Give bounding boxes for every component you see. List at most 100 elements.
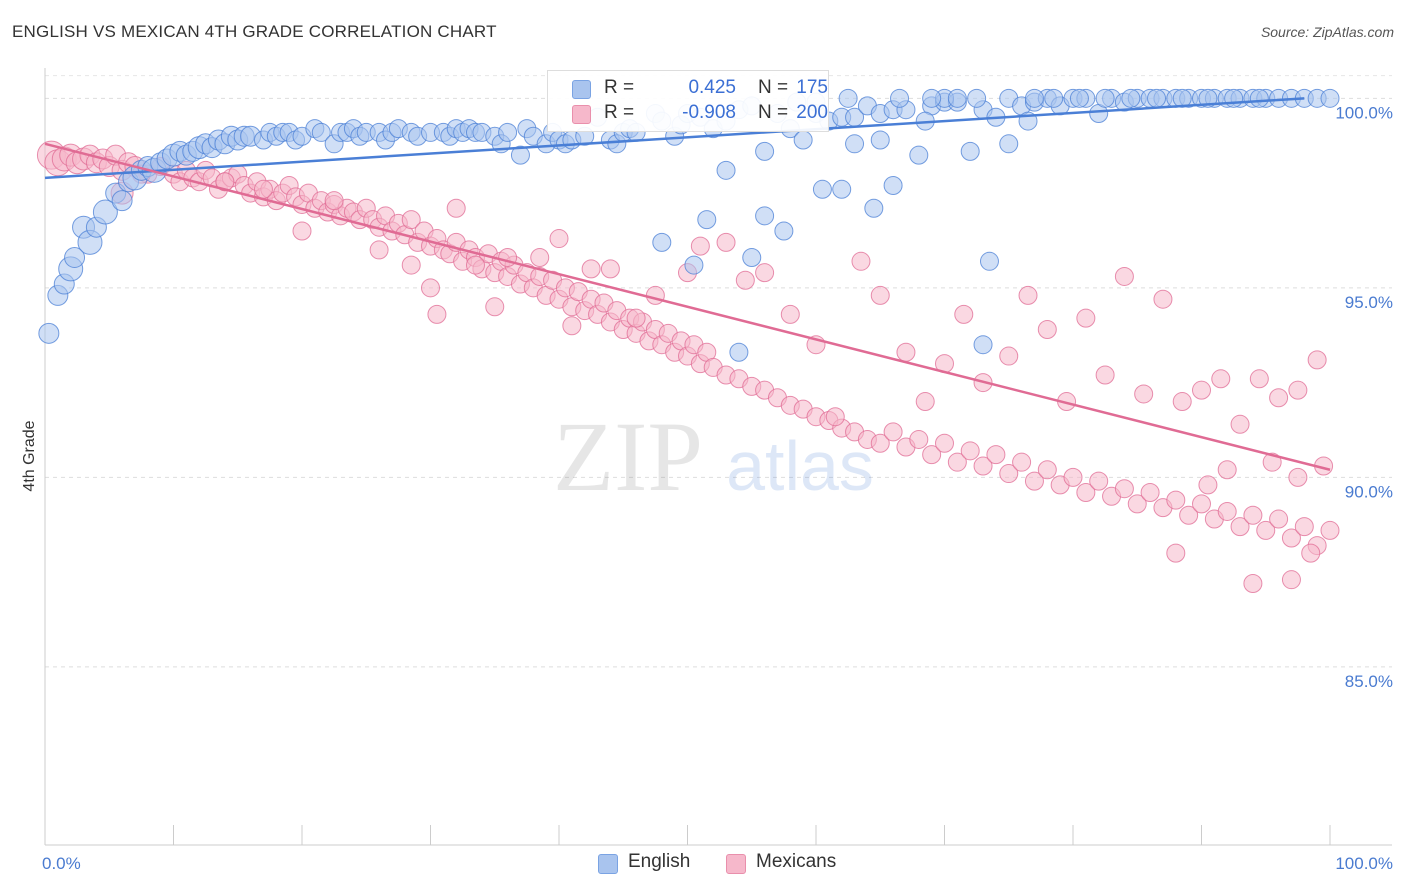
- english-point: [890, 88, 910, 108]
- mexicans-point: [645, 285, 665, 305]
- mexicans-point: [549, 229, 569, 249]
- mexicans-point: [1243, 573, 1263, 593]
- english-point: [864, 198, 884, 218]
- mexicans-point: [1269, 388, 1289, 408]
- mexicans-point: [915, 392, 935, 412]
- english-point: [883, 175, 903, 195]
- english-point: [845, 134, 865, 154]
- mexicans-point: [1281, 570, 1301, 590]
- y-tick-label: 85.0%: [1345, 672, 1393, 691]
- english-point: [755, 141, 775, 161]
- english-point: [1224, 88, 1244, 108]
- mexicans-point: [935, 433, 954, 453]
- english-point: [652, 232, 672, 252]
- mexicans-point: [1114, 266, 1134, 286]
- mexicans-point: [626, 308, 646, 328]
- mexicans-point: [999, 346, 1019, 366]
- mexicans-point: [1211, 369, 1231, 389]
- mexicans-point: [954, 304, 974, 324]
- english-point: [92, 199, 118, 225]
- english-point: [111, 190, 133, 212]
- mexicans-point: [1134, 384, 1154, 404]
- english-trend-line: [44, 97, 1305, 180]
- x-tick-label: 0.0%: [42, 854, 81, 873]
- english-point: [38, 322, 60, 344]
- mexicans-point: [292, 221, 312, 241]
- r-value: 0.425: [688, 77, 736, 98]
- r-label: R =: [604, 77, 635, 98]
- mexicans-point: [427, 304, 447, 324]
- mexicans-point: [1230, 414, 1250, 434]
- english-point: [510, 145, 530, 165]
- english-point: [870, 130, 890, 150]
- mexicans-point: [870, 285, 890, 305]
- english-point: [774, 221, 794, 241]
- english-point: [498, 122, 518, 142]
- legend-label: English: [628, 851, 691, 872]
- english-swatch: [572, 80, 591, 99]
- n-label: N =: [758, 102, 789, 123]
- english-point: [1172, 88, 1192, 108]
- mexicans-point: [421, 278, 440, 298]
- mexicans-point: [960, 441, 980, 461]
- mexicans-point: [485, 297, 505, 317]
- source-credit: Source: ZipAtlas.com: [1260, 24, 1394, 40]
- english-point: [716, 160, 736, 180]
- mexicans-point: [825, 407, 845, 427]
- mexicans-point: [1294, 517, 1314, 537]
- mexicans-point: [1288, 467, 1308, 487]
- mexicans-point: [1166, 490, 1186, 510]
- mexicans-point: [947, 452, 967, 472]
- watermark-atlas: atlas: [726, 427, 874, 505]
- mexicans-point: [735, 270, 755, 290]
- english-point: [1147, 88, 1167, 108]
- mexicans-point: [1063, 467, 1083, 487]
- x-tick-label: 100.0%: [1335, 854, 1393, 873]
- english-point: [64, 247, 86, 269]
- english-point: [960, 141, 980, 161]
- english-point: [697, 210, 717, 230]
- mexicans-point: [1127, 494, 1147, 514]
- mexicans-point: [1320, 520, 1340, 540]
- mexicans-point: [1192, 494, 1211, 514]
- mexicans-point: [851, 251, 871, 271]
- y-tick-label: 95.0%: [1345, 293, 1393, 312]
- chart-title: ENGLISH VS MEXICAN 4TH GRADE CORRELATION…: [12, 22, 497, 41]
- mexicans-point: [1198, 475, 1218, 495]
- mexicans-point: [755, 263, 775, 283]
- r-value: -0.908: [682, 102, 736, 123]
- n-value: 200: [796, 102, 828, 123]
- mexicans-point: [1076, 483, 1096, 503]
- english-point: [1095, 88, 1115, 108]
- mexicans-point: [1153, 289, 1173, 309]
- english-point: [947, 88, 967, 108]
- mexicans-point: [253, 179, 273, 199]
- n-label: N =: [758, 77, 789, 98]
- english-point: [742, 248, 762, 268]
- english-point: [1044, 88, 1064, 108]
- r-label: R =: [604, 102, 635, 123]
- mexicans-point: [1114, 479, 1134, 499]
- mexicans-point: [1024, 471, 1044, 491]
- bottom-legend: English Mexicans: [0, 851, 1406, 877]
- mexicans-point: [1281, 528, 1301, 548]
- english-point: [832, 179, 852, 199]
- english-point: [812, 179, 832, 199]
- mexicans-point: [1018, 285, 1038, 305]
- mexicans-point: [1288, 380, 1308, 400]
- stats-legend: R = 0.425 N = 175 R = -0.908 N = 200: [547, 70, 829, 132]
- mexicans-point: [896, 342, 916, 362]
- english-point: [1024, 88, 1044, 108]
- mexicans-point: [324, 191, 344, 211]
- english-point: [793, 130, 813, 150]
- axis-labels: 85.0% 90.0% 95.0% 100.0% 0.0% 100.0% 4th Grade: [21, 103, 1393, 873]
- mexicans-point: [401, 255, 421, 275]
- mexicans-point: [1095, 365, 1115, 385]
- mexicans-point: [1269, 509, 1289, 529]
- axes: [44, 68, 1392, 846]
- mexicans-point: [369, 240, 389, 260]
- mexicans-point: [1301, 543, 1321, 563]
- mexicans-point: [1076, 308, 1096, 328]
- mexicans-points: [36, 140, 1340, 593]
